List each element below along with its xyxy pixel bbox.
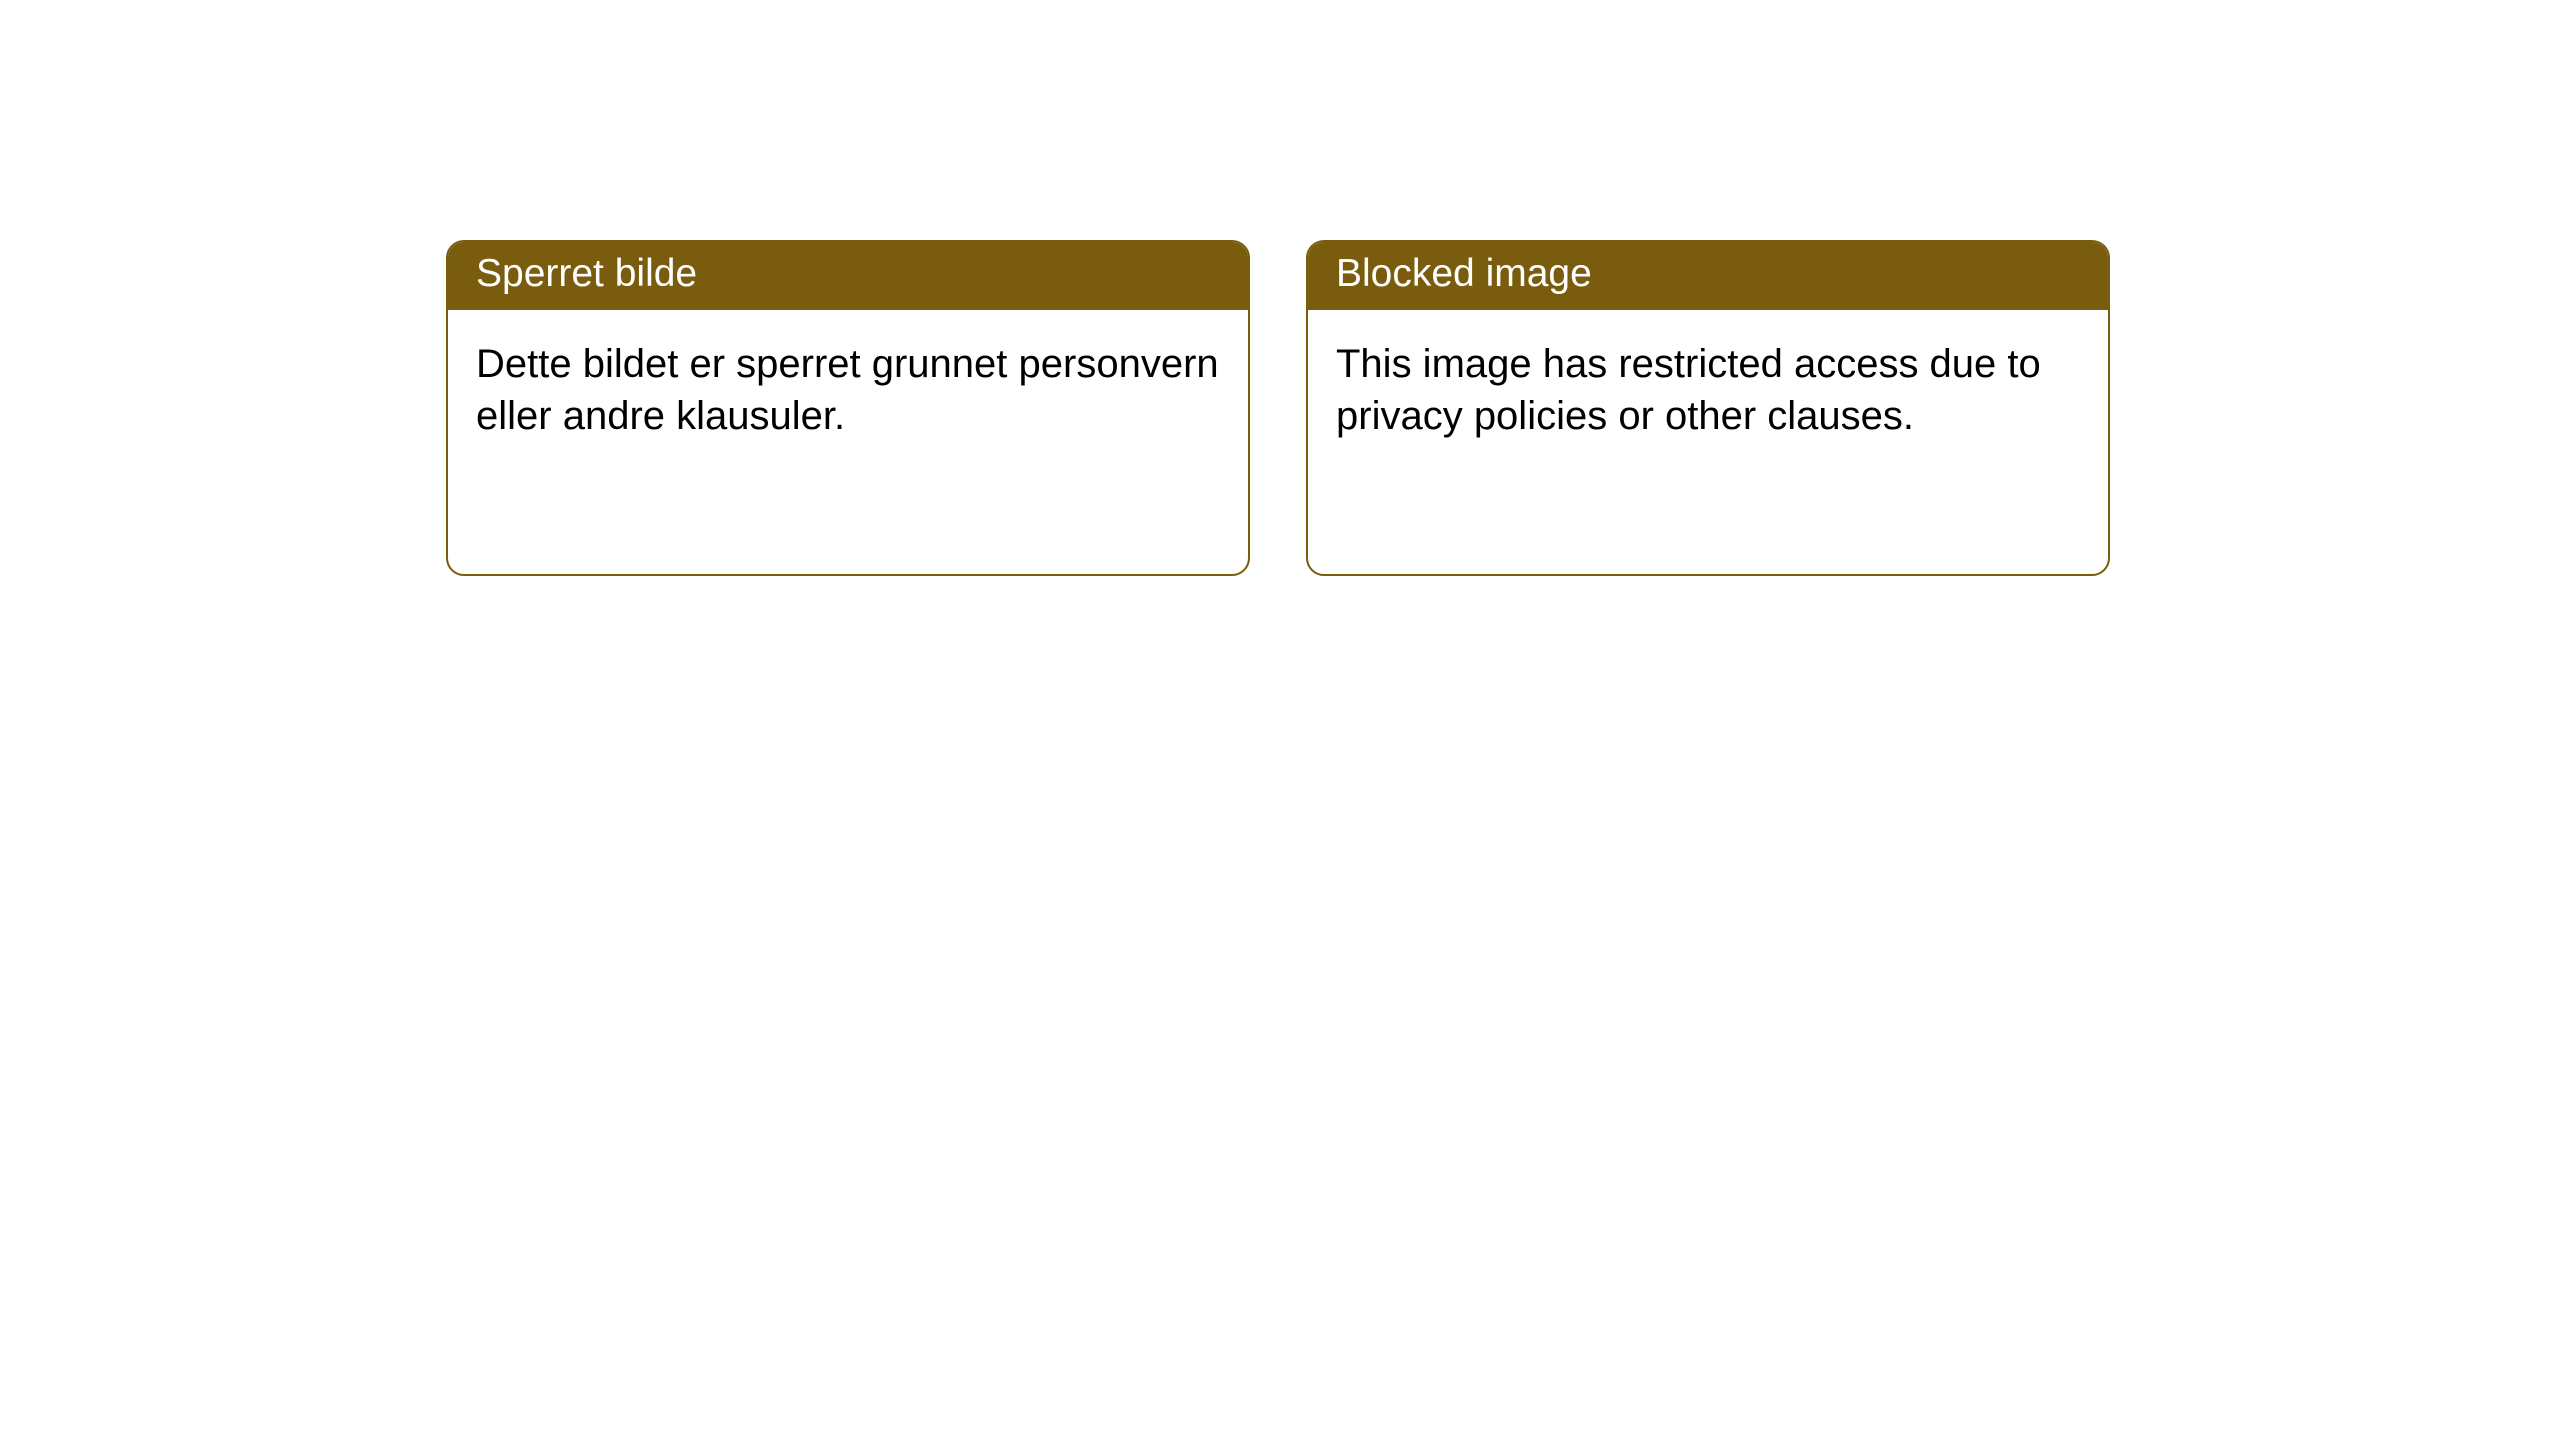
card-body-en: This image has restricted access due to … — [1308, 310, 2108, 442]
card-body-text-no: Dette bildet er sperret grunnet personve… — [476, 342, 1219, 438]
card-title-no: Sperret bilde — [476, 252, 697, 295]
card-container: Sperret bilde Dette bildet er sperret gr… — [0, 0, 2560, 576]
card-title-en: Blocked image — [1336, 252, 1592, 295]
card-body-no: Dette bildet er sperret grunnet personve… — [448, 310, 1248, 442]
card-header-no: Sperret bilde — [448, 242, 1248, 310]
blocked-image-card-en: Blocked image This image has restricted … — [1306, 240, 2110, 576]
card-header-en: Blocked image — [1308, 242, 2108, 310]
card-body-text-en: This image has restricted access due to … — [1336, 342, 2041, 438]
blocked-image-card-no: Sperret bilde Dette bildet er sperret gr… — [446, 240, 1250, 576]
